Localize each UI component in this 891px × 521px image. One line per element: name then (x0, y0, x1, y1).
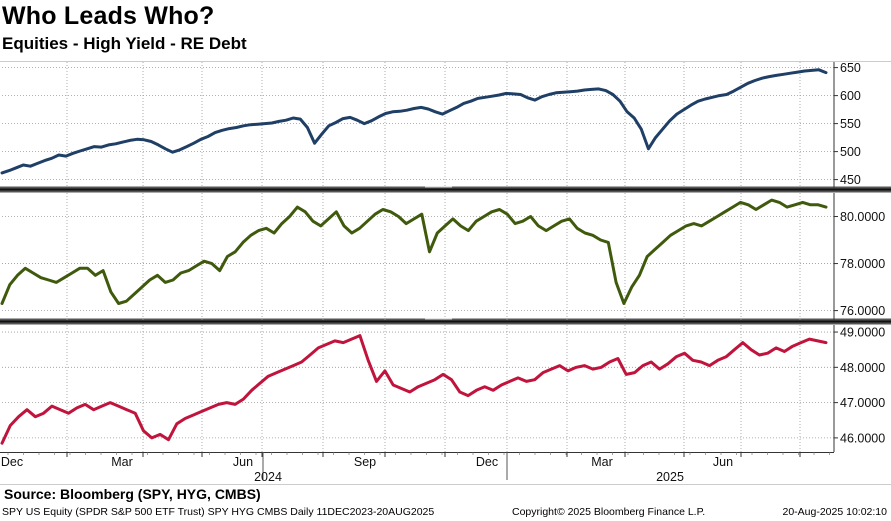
y-tick-label: 450 (840, 173, 861, 187)
source-note: Source: Bloomberg (SPY, HYG, CMBS) (4, 486, 261, 502)
series-line-spy (0, 68, 828, 175)
y-tick-label: 76.0000 (840, 304, 885, 318)
x-tick-label: Sep (354, 455, 376, 469)
chart-title: Who Leads Who? (2, 2, 215, 30)
y-tick-label: 550 (840, 117, 861, 131)
x-tick-label: Mar (591, 455, 613, 469)
chart-subtitle: Equities - High Yield - RE Debt (2, 34, 247, 53)
x-tick-label: Jun (233, 455, 253, 469)
series-line-cmbs (0, 334, 828, 445)
y-tick-label: 49.0000 (840, 326, 885, 340)
x-tick-label: Dec (476, 455, 498, 469)
y-tick-label: 600 (840, 89, 861, 103)
series-line-hyg (0, 198, 828, 305)
footer-copyright: Copyright© 2025 Bloomberg Finance L.P. (512, 506, 706, 518)
panel-divider-line (0, 320, 891, 323)
y-tick-label: 48.0000 (840, 361, 885, 375)
y-tick-label: 78.0000 (840, 257, 885, 271)
y-tick-label: 80.0000 (840, 210, 885, 224)
y-tick-label: 650 (840, 61, 861, 75)
x-tick-label: Jun (713, 455, 733, 469)
x-tick-label: Dec (1, 455, 23, 469)
x-tick-label: Mar (111, 455, 133, 469)
panel-divider-line (0, 188, 891, 191)
y-tick-label: 500 (840, 145, 861, 159)
x-year-label: 2024 (254, 470, 282, 484)
x-year-label: 2025 (656, 470, 684, 484)
footer-timestamp: 20-Aug-2025 10:02:10 (782, 506, 887, 518)
footer-security-info: SPY US Equity (SPDR S&P 500 ETF Trust) S… (2, 506, 435, 518)
y-tick-label: 47.0000 (840, 396, 885, 410)
y-tick-label: 46.0000 (840, 431, 885, 445)
